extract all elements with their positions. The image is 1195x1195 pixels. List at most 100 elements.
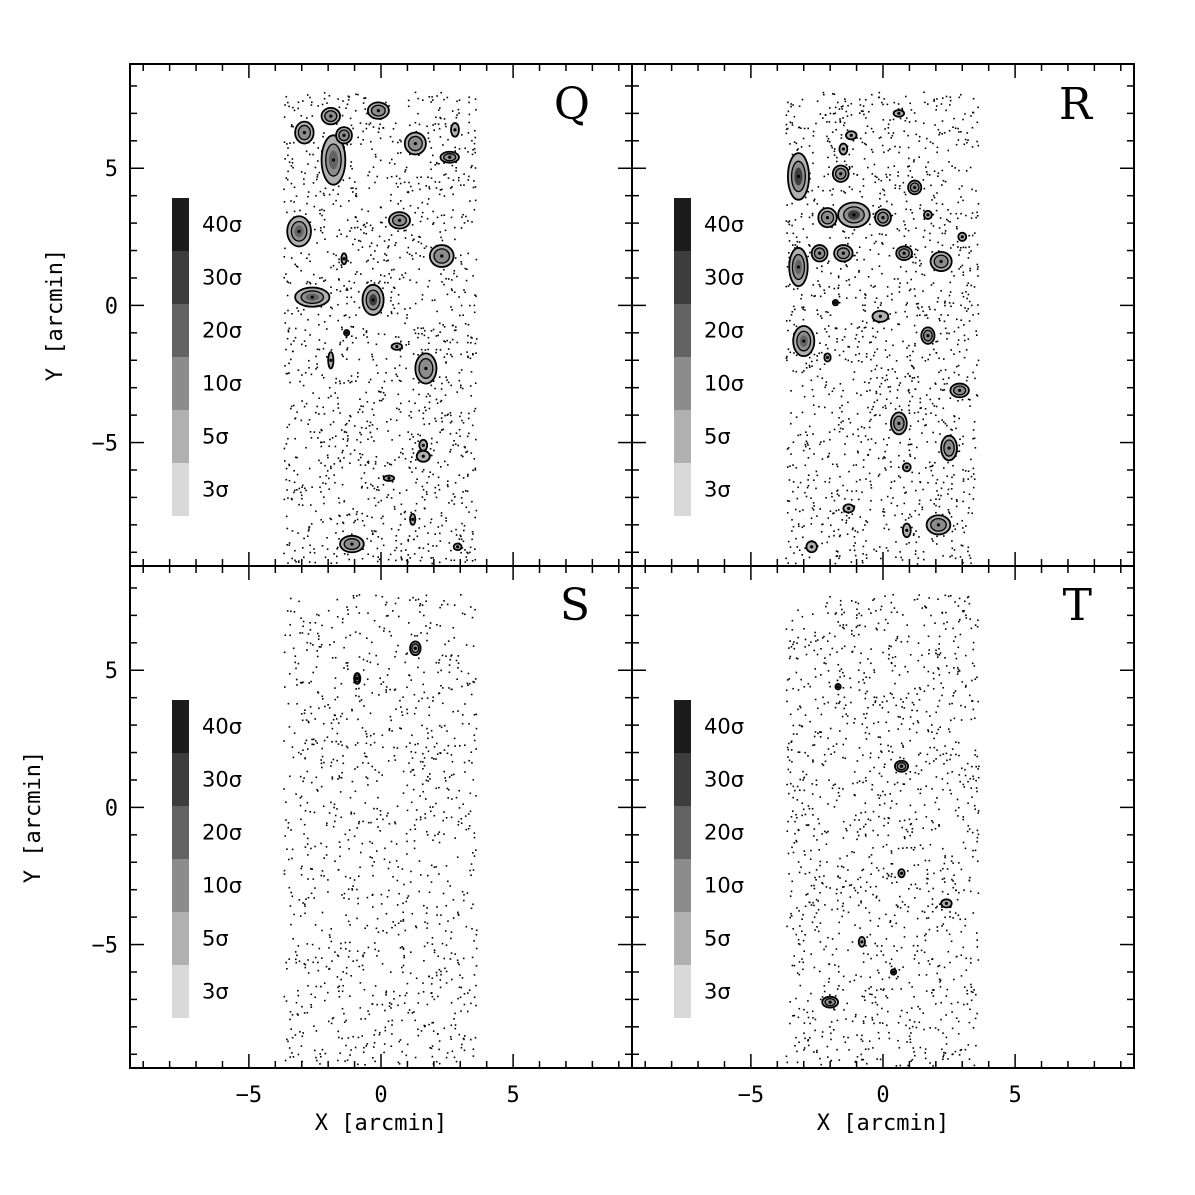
background-point (805, 440, 808, 443)
background-point (910, 364, 913, 367)
background-point (788, 252, 790, 254)
background-point (885, 469, 887, 471)
background-point (958, 350, 961, 353)
background-point (307, 633, 310, 635)
background-point (339, 855, 341, 858)
background-point (377, 826, 379, 828)
background-point (293, 210, 296, 213)
background-point (842, 788, 844, 790)
background-point (472, 869, 475, 871)
background-point (422, 99, 424, 101)
background-point (373, 741, 376, 744)
background-point (346, 219, 349, 221)
background-point (464, 613, 466, 616)
legend-swatch (172, 753, 189, 806)
background-point (368, 381, 370, 384)
panel-r-background-points (785, 91, 980, 565)
background-point (970, 284, 972, 287)
background-point (290, 610, 292, 613)
background-point (941, 203, 944, 205)
background-point (369, 840, 371, 843)
background-point (404, 661, 407, 664)
background-point (864, 890, 867, 892)
background-point (446, 339, 448, 342)
background-point (970, 475, 973, 478)
background-point (317, 105, 319, 107)
background-point (446, 603, 449, 606)
background-point (339, 460, 342, 463)
background-point (438, 127, 441, 130)
background-point (355, 694, 357, 697)
background-point (319, 209, 321, 212)
background-point (873, 242, 876, 245)
background-point (925, 710, 928, 713)
background-point (430, 864, 433, 867)
background-point (474, 294, 476, 296)
background-point (409, 307, 411, 309)
background-point (461, 387, 464, 390)
background-point (410, 870, 412, 873)
background-point (808, 425, 811, 428)
background-point (857, 451, 859, 454)
background-point (352, 885, 354, 887)
background-point (948, 161, 950, 163)
background-point (792, 810, 794, 812)
background-point (396, 312, 399, 315)
background-point (865, 321, 868, 324)
background-point (836, 338, 838, 340)
background-point (432, 124, 434, 126)
background-point (883, 511, 886, 513)
background-point (343, 314, 346, 317)
background-point (372, 227, 374, 229)
background-point (296, 411, 298, 413)
background-point (807, 127, 809, 130)
background-point (390, 634, 392, 637)
background-point (909, 245, 912, 247)
background-point (296, 954, 298, 957)
background-point (295, 1001, 298, 1004)
background-point (436, 310, 438, 313)
background-point (293, 481, 296, 484)
background-point (434, 181, 437, 183)
background-point (968, 507, 970, 509)
background-point (879, 546, 881, 548)
background-point (425, 185, 427, 187)
background-point (432, 696, 434, 698)
background-point (402, 948, 405, 950)
background-point (859, 112, 861, 114)
background-point (427, 393, 430, 395)
background-point (809, 172, 811, 175)
background-point (415, 130, 418, 133)
background-point (922, 179, 925, 181)
background-point (859, 137, 862, 140)
background-point (384, 1029, 387, 1032)
background-point (336, 397, 339, 399)
background-point (417, 440, 419, 442)
background-point (795, 416, 798, 418)
background-point (868, 382, 870, 384)
background-point (958, 96, 961, 99)
background-point (460, 254, 462, 257)
background-point (371, 641, 373, 644)
background-point (371, 485, 374, 487)
background-point (378, 235, 381, 238)
background-point (294, 661, 296, 664)
background-point (903, 191, 906, 194)
background-point (317, 437, 319, 439)
background-point (960, 247, 962, 249)
background-point (435, 787, 438, 790)
source (929, 251, 953, 273)
background-point (383, 858, 386, 861)
background-point (384, 465, 386, 467)
background-point (922, 236, 925, 238)
background-point (976, 364, 978, 366)
background-point (966, 376, 969, 378)
background-point (904, 310, 906, 313)
background-point (950, 349, 952, 351)
background-point (322, 347, 325, 350)
background-point (882, 119, 885, 121)
background-point (449, 341, 452, 344)
background-point (361, 512, 363, 515)
background-point (404, 518, 406, 520)
background-point (883, 327, 885, 330)
